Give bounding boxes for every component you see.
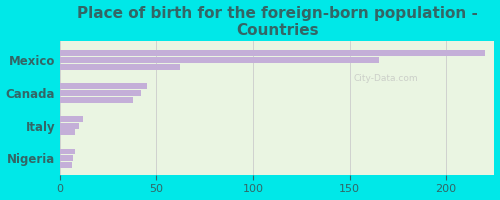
Text: City-Data.com: City-Data.com: [354, 74, 418, 83]
Bar: [60, 116, 83, 122]
Bar: [60, 83, 147, 89]
Bar: [60, 123, 79, 129]
Bar: [60, 57, 378, 63]
Bar: [60, 50, 485, 56]
Bar: [60, 149, 76, 154]
Title: Place of birth for the foreign-born population -
Countries: Place of birth for the foreign-born popu…: [76, 6, 477, 38]
Bar: [60, 97, 134, 103]
Bar: [60, 155, 74, 161]
Bar: [60, 129, 76, 135]
Bar: [60, 64, 180, 70]
Bar: [60, 90, 141, 96]
Bar: [60, 162, 72, 168]
